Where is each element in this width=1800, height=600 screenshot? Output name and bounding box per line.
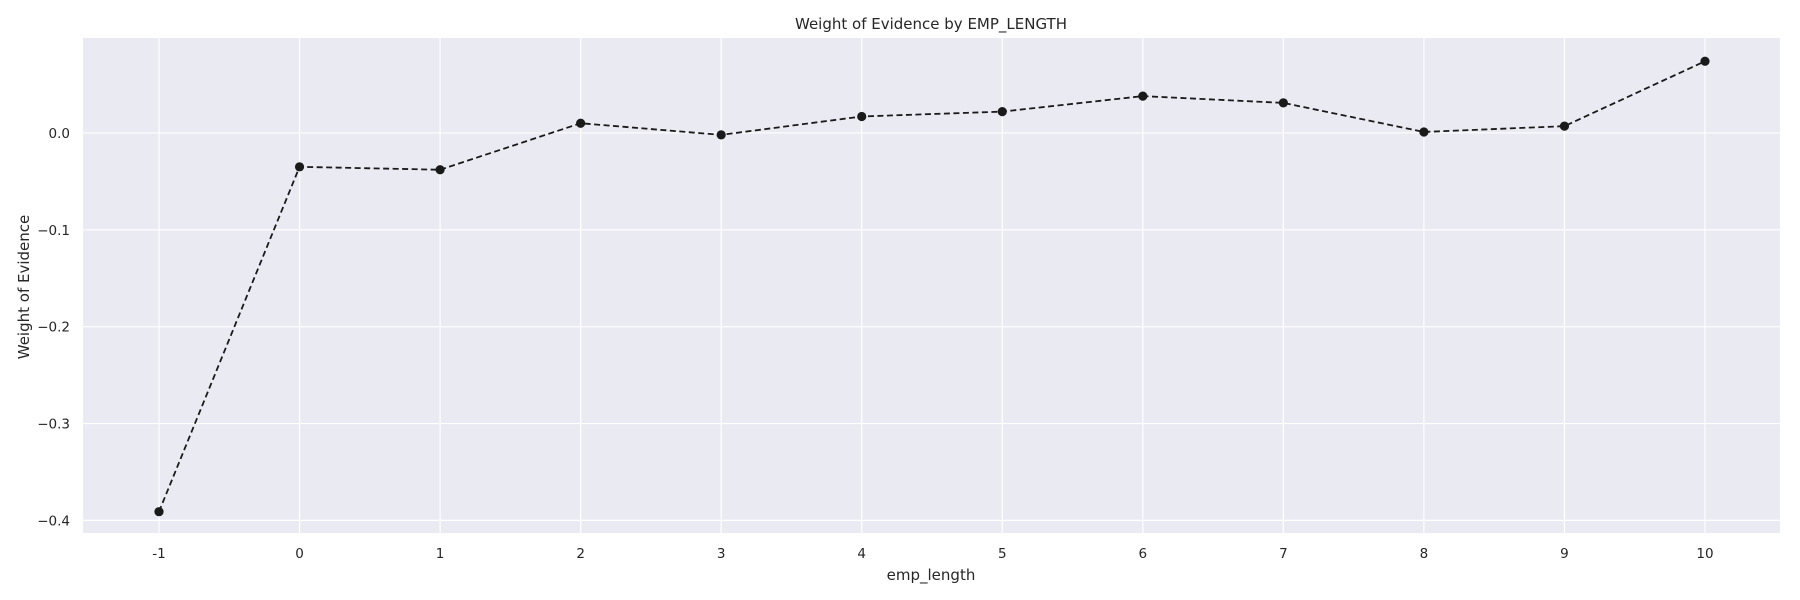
x-tick-label: 7 bbox=[1279, 546, 1288, 562]
x-axis-label: emp_length bbox=[887, 566, 976, 585]
chart-title: Weight of Evidence by EMP_LENGTH bbox=[795, 15, 1067, 34]
data-point bbox=[716, 130, 726, 140]
x-tick-label: 3 bbox=[717, 546, 726, 562]
data-point bbox=[1559, 121, 1570, 131]
x-tick-label: 2 bbox=[576, 546, 585, 562]
y-axis-label: Weight of Evidence bbox=[15, 215, 33, 360]
data-point bbox=[154, 507, 164, 517]
data-point bbox=[1278, 98, 1288, 108]
x-tick-label: 10 bbox=[1696, 546, 1713, 562]
data-point bbox=[857, 111, 867, 122]
x-tick-labels: -1 0 1 2 3 4 5 6 7 8 9 10 bbox=[152, 546, 1713, 562]
data-point bbox=[294, 162, 305, 172]
x-tick-label: 0 bbox=[295, 546, 304, 562]
x-tick-label: 6 bbox=[1139, 546, 1148, 562]
data-point bbox=[1138, 91, 1148, 101]
data-point bbox=[1419, 127, 1429, 137]
data-point bbox=[576, 118, 586, 128]
y-tick-labels: 0.0 −0.1 −0.2 −0.3 −0.4 bbox=[37, 126, 70, 529]
x-tick-label: 1 bbox=[436, 546, 445, 562]
y-tick-label: −0.2 bbox=[37, 320, 70, 336]
x-tick-label: 8 bbox=[1420, 546, 1429, 562]
x-tick-label: 5 bbox=[998, 546, 1007, 562]
data-point bbox=[435, 165, 445, 175]
x-tick-label: -1 bbox=[152, 546, 165, 562]
y-gridlines bbox=[83, 132, 1780, 522]
y-tick-label: −0.3 bbox=[37, 417, 70, 433]
y-tick-label: −0.1 bbox=[37, 223, 70, 239]
x-tick-label: 4 bbox=[857, 546, 866, 562]
data-points bbox=[154, 56, 1710, 517]
data-point bbox=[1700, 56, 1710, 66]
series-line bbox=[158, 60, 1706, 513]
plot-area bbox=[83, 38, 1780, 533]
y-tick-label: −0.4 bbox=[37, 513, 70, 529]
y-tick-label: 0.0 bbox=[49, 126, 70, 142]
data-point bbox=[997, 107, 1007, 117]
x-tick-label: 9 bbox=[1560, 546, 1569, 562]
